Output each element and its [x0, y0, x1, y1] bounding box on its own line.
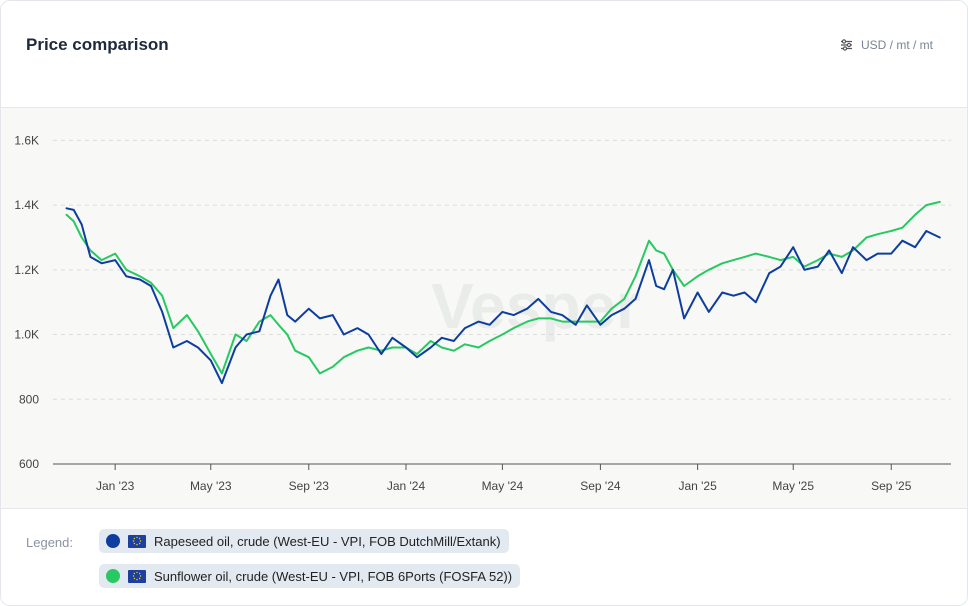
x-tick-label: Sep '23: [289, 479, 330, 493]
legend-item-rapeseed[interactable]: Rapeseed oil, crude (West-EU - VPI, FOB …: [99, 529, 509, 553]
legend-item-label[interactable]: Sunflower oil, crude (West-EU - VPI, FOB…: [154, 568, 513, 584]
x-tick-label: Jan '24: [387, 479, 426, 493]
watermark-text: Vesper: [431, 270, 641, 342]
legend-panel: Legend: Rapeseed oil, crude (West-EU - V…: [1, 508, 967, 605]
x-tick-label: Sep '25: [871, 479, 912, 493]
grid-lines: [53, 139, 951, 400]
x-tick-label: Jan '25: [678, 479, 717, 493]
x-tick-label: Sep '24: [580, 479, 621, 493]
watermark: Vesper: [431, 270, 641, 342]
y-tick-label: 600: [19, 457, 39, 471]
series-group[interactable]: [65, 200, 941, 385]
x-tick-label: Jan '23: [96, 479, 135, 493]
y-tick-label: 1.2K: [14, 263, 39, 277]
y-tick-label: 1.4K: [14, 198, 39, 212]
x-tick-label: May '24: [482, 479, 524, 493]
legend-dot-rapeseed: [106, 534, 120, 548]
price-chart[interactable]: Vesper 600 800 1.0K 1.2K 1.4K 1.6K Jan '23 May…: [1, 108, 967, 508]
y-tick-label: 800: [19, 392, 39, 406]
sliders-icon[interactable]: [840, 39, 853, 51]
legend-item-sunflower[interactable]: Sunflower oil, crude (West-EU - VPI, FOB…: [99, 564, 521, 588]
legend-item-label[interactable]: Rapeseed oil, crude (West-EU - VPI, FOB …: [154, 533, 501, 549]
card-header: Price comparison USD / mt / mt: [1, 1, 967, 108]
x-tick-label: May '23: [190, 479, 232, 493]
y-tick-label: 1.0K: [14, 328, 39, 342]
x-axis: Jan '23 May '23 Sep '23 Jan '24 May '24 Sep '…: [53, 463, 951, 493]
chart-area: Vesper 600 800 1.0K 1.2K 1.4K 1.6K Jan '23 May…: [1, 108, 967, 508]
page-title: Price comparison: [26, 35, 169, 54]
eu-flag-icon: [128, 534, 146, 548]
legend-label: Legend:: [26, 535, 73, 550]
y-tick-label: 1.6K: [14, 133, 39, 147]
x-tick-label: May '25: [772, 479, 814, 493]
units-label[interactable]: USD / mt / mt: [861, 38, 933, 52]
legend-dot-sunflower: [106, 569, 120, 583]
y-axis: 600 800 1.0K 1.2K 1.4K 1.6K: [14, 133, 39, 471]
eu-flag-icon: [128, 569, 146, 583]
series-line-rapeseed[interactable]: [65, 207, 941, 385]
units-selector[interactable]: USD / mt / mt: [840, 38, 933, 52]
